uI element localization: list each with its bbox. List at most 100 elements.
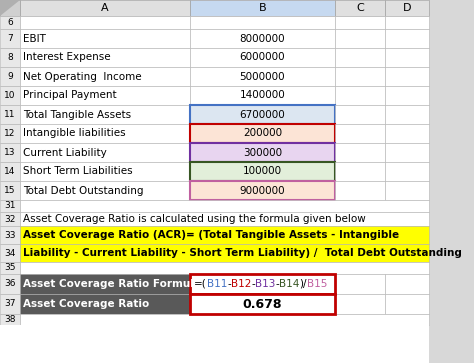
Bar	[190, 67, 335, 86]
Bar	[335, 48, 385, 67]
Bar	[335, 86, 385, 105]
Text: A: A	[101, 3, 109, 13]
Bar	[385, 67, 429, 86]
Text: 100000: 100000	[243, 167, 282, 176]
Bar	[385, 274, 429, 294]
Bar	[0, 244, 20, 262]
Bar	[0, 67, 20, 86]
Bar	[20, 67, 190, 86]
Bar	[335, 162, 385, 181]
Text: B: B	[259, 3, 266, 13]
Bar	[20, 48, 190, 67]
Text: 14: 14	[4, 167, 16, 176]
Text: Interest Expense: Interest Expense	[23, 53, 110, 62]
Text: 200000: 200000	[243, 129, 282, 139]
Bar	[429, 0, 474, 363]
Text: Liability - Current Liability - Short Term Liability) /  Total Debt Outstanding: Liability - Current Liability - Short Te…	[23, 248, 462, 258]
Bar	[190, 162, 335, 181]
Bar	[20, 124, 190, 143]
Bar	[20, 86, 190, 105]
Bar	[190, 274, 335, 294]
Bar	[335, 67, 385, 86]
Bar	[0, 294, 20, 314]
Text: Short Term Liabilities: Short Term Liabilities	[23, 167, 133, 176]
Bar	[20, 262, 429, 274]
Text: /: /	[303, 279, 307, 289]
Bar	[190, 0, 335, 16]
Bar	[0, 325, 429, 363]
Bar	[190, 86, 335, 105]
Bar	[0, 143, 20, 162]
Bar	[20, 29, 190, 48]
Bar	[385, 143, 429, 162]
Bar	[190, 124, 335, 143]
Bar	[385, 162, 429, 181]
Bar	[20, 0, 190, 16]
Text: Net Operating  Income: Net Operating Income	[23, 72, 142, 82]
Text: 7: 7	[7, 34, 13, 43]
Text: 0.678: 0.678	[243, 298, 282, 310]
Bar	[385, 294, 429, 314]
Bar	[20, 200, 429, 212]
Text: Asset Coverage Ratio is calculated using the formula given below: Asset Coverage Ratio is calculated using…	[23, 214, 366, 224]
Text: 6: 6	[7, 18, 13, 27]
Bar	[385, 181, 429, 200]
Bar	[0, 29, 20, 48]
Bar	[385, 0, 429, 16]
Bar	[0, 181, 20, 200]
Text: Asset Coverage Ratio (ACR)= (Total Tangible Assets - Intangible: Asset Coverage Ratio (ACR)= (Total Tangi…	[23, 230, 399, 240]
Text: B12: B12	[231, 279, 251, 289]
Text: 8: 8	[7, 53, 13, 62]
Text: 33: 33	[4, 231, 16, 240]
Text: D: D	[403, 3, 411, 13]
Text: 6000000: 6000000	[240, 53, 285, 62]
Bar	[385, 105, 429, 124]
Bar	[335, 105, 385, 124]
Bar	[335, 16, 385, 29]
Bar	[20, 105, 190, 124]
Text: 13: 13	[4, 148, 16, 157]
Text: 9: 9	[7, 72, 13, 81]
Bar	[20, 181, 190, 200]
Bar	[385, 124, 429, 143]
Bar	[20, 314, 429, 325]
Polygon shape	[0, 0, 20, 16]
Text: Total Tangible Assets: Total Tangible Assets	[23, 110, 131, 119]
Text: -: -	[227, 279, 231, 289]
Text: =(: =(	[194, 279, 207, 289]
Bar	[190, 294, 335, 314]
Bar	[0, 200, 20, 212]
Bar	[20, 226, 429, 244]
Bar	[20, 16, 190, 29]
Text: Asset Coverage Ratio: Asset Coverage Ratio	[23, 299, 149, 309]
Text: 10: 10	[4, 91, 16, 100]
Text: 5000000: 5000000	[240, 72, 285, 82]
Bar	[190, 181, 335, 200]
Text: 15: 15	[4, 186, 16, 195]
Text: 32: 32	[4, 215, 16, 224]
Text: C: C	[356, 3, 364, 13]
Text: 8000000: 8000000	[240, 33, 285, 44]
Text: 37: 37	[4, 299, 16, 309]
Text: -: -	[251, 279, 255, 289]
Text: 300000: 300000	[243, 147, 282, 158]
Bar	[0, 0, 20, 16]
Text: Intangible liabilities: Intangible liabilities	[23, 129, 126, 139]
Bar	[0, 16, 20, 29]
Text: Principal Payment: Principal Payment	[23, 90, 117, 101]
Bar	[0, 162, 20, 181]
Text: B13: B13	[255, 279, 275, 289]
Text: 9000000: 9000000	[240, 185, 285, 196]
Bar	[385, 86, 429, 105]
Bar	[0, 262, 20, 274]
Bar	[335, 143, 385, 162]
Text: B11: B11	[207, 279, 227, 289]
Text: 38: 38	[4, 315, 16, 324]
Bar	[385, 48, 429, 67]
Bar	[0, 124, 20, 143]
Bar	[335, 0, 385, 16]
Bar	[20, 274, 190, 294]
Bar	[0, 274, 20, 294]
Bar	[335, 181, 385, 200]
Text: 6700000: 6700000	[240, 110, 285, 119]
